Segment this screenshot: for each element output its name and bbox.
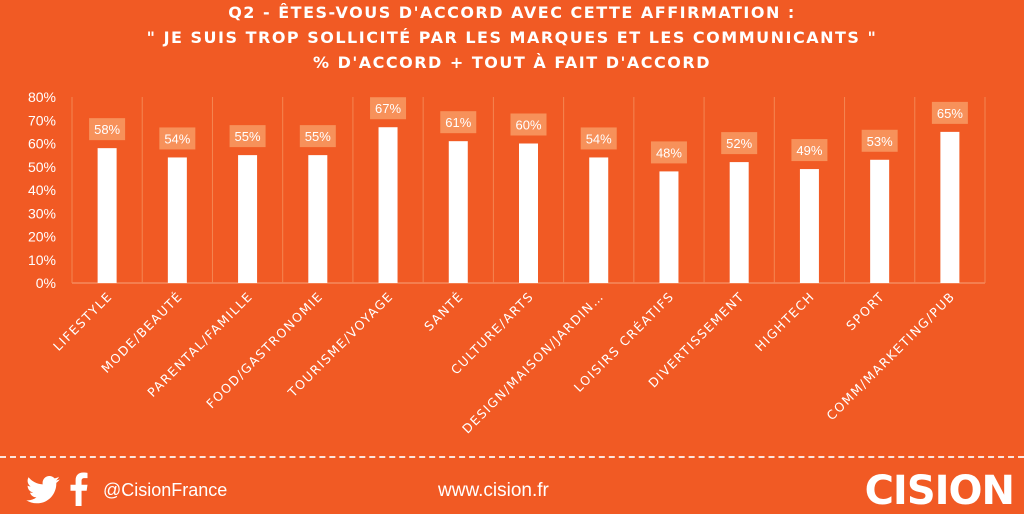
website-link[interactable]: www.cision.fr bbox=[438, 480, 549, 501]
bar bbox=[448, 141, 468, 283]
data-label: 67% bbox=[375, 101, 401, 116]
data-label: 52% bbox=[726, 136, 752, 151]
data-label: 55% bbox=[305, 129, 331, 144]
category-label: DESIGN/MAISON/JARDIN… bbox=[459, 289, 607, 437]
data-label-box bbox=[580, 127, 617, 150]
data-label-box bbox=[440, 111, 477, 134]
y-tick-label: 70% bbox=[28, 112, 56, 128]
bar bbox=[659, 171, 679, 283]
chart-title-line-1: Q2 - ÊTES-VOUS D'ACCORD AVEC CETTE AFFIR… bbox=[228, 3, 796, 22]
bar bbox=[167, 157, 187, 283]
bar bbox=[97, 148, 117, 283]
data-label: 58% bbox=[94, 122, 120, 137]
footer: @CisionFrance www.cision.fr CISION bbox=[0, 456, 1024, 514]
category-label: COMM/MARKETING/PUB bbox=[823, 289, 958, 424]
data-label: 54% bbox=[586, 131, 612, 146]
category-label: FOOD/GASTRONOMIE bbox=[203, 289, 326, 412]
data-label-box bbox=[721, 132, 758, 155]
data-label: 53% bbox=[867, 134, 893, 149]
bar bbox=[799, 169, 819, 283]
data-label: 65% bbox=[937, 106, 963, 121]
data-label-box bbox=[159, 127, 196, 150]
data-label-box bbox=[370, 97, 407, 120]
bar-chart: 0% 10% 20% 30% 40% 50% 60% 70% 80% 58% LIFESTYLE 54… bbox=[28, 89, 986, 437]
y-tick-label: 0% bbox=[36, 275, 56, 291]
bar bbox=[589, 157, 609, 283]
bar bbox=[870, 159, 890, 283]
bar bbox=[378, 127, 398, 283]
category-label: SANTÉ bbox=[421, 289, 466, 334]
data-label-box bbox=[229, 125, 266, 148]
data-label-box bbox=[791, 139, 828, 162]
y-tick-label: 20% bbox=[28, 229, 56, 245]
data-label: 54% bbox=[164, 131, 190, 146]
data-label-box bbox=[861, 129, 898, 152]
y-tick-label: 10% bbox=[28, 252, 56, 268]
bar bbox=[238, 155, 258, 283]
chart-title-line-3: % D'ACCORD + TOUT À FAIT D'ACCORD bbox=[312, 53, 711, 72]
data-label: 49% bbox=[796, 143, 822, 158]
bar bbox=[940, 131, 960, 283]
cision-logo: CISION bbox=[864, 468, 1015, 514]
data-label-box bbox=[650, 141, 687, 164]
category-label: SPORT bbox=[843, 289, 888, 334]
data-label-box bbox=[89, 118, 126, 141]
y-tick-label: 40% bbox=[28, 182, 56, 198]
y-tick-label: 50% bbox=[28, 159, 56, 175]
y-tick-label: 60% bbox=[28, 136, 56, 152]
twitter-icon[interactable] bbox=[26, 476, 60, 504]
data-label-box bbox=[299, 125, 336, 148]
category-label: LIFESTYLE bbox=[50, 289, 115, 354]
y-tick-label: 30% bbox=[28, 205, 56, 221]
data-label: 55% bbox=[235, 129, 261, 144]
category-label: HIGHTECH bbox=[752, 289, 818, 355]
footer-divider bbox=[0, 456, 1024, 458]
bar bbox=[519, 143, 538, 283]
y-tick-label: 80% bbox=[28, 89, 56, 105]
chart-title-line-2: " JE SUIS TROP SOLLICITÉ PAR LES MARQUES… bbox=[146, 28, 878, 47]
data-label-box bbox=[510, 113, 547, 136]
data-label: 61% bbox=[445, 115, 471, 130]
data-label-box bbox=[931, 101, 968, 124]
facebook-icon[interactable] bbox=[70, 472, 88, 506]
data-label: 60% bbox=[515, 118, 541, 133]
bar bbox=[729, 162, 749, 283]
bar bbox=[308, 155, 328, 283]
data-label: 48% bbox=[656, 145, 682, 160]
twitter-handle[interactable]: @CisionFrance bbox=[103, 480, 228, 500]
